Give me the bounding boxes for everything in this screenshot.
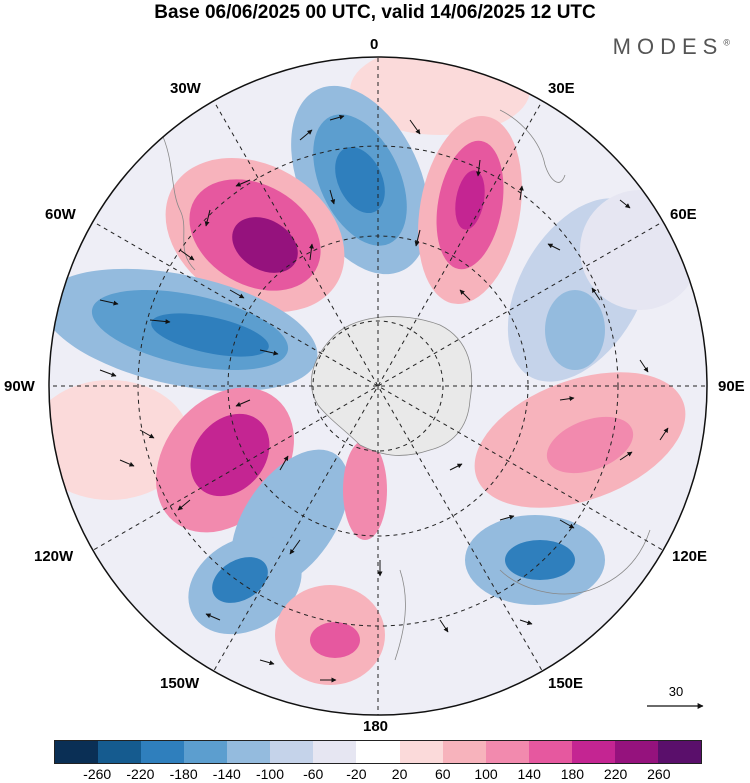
lon-label-120w: 120W bbox=[34, 548, 74, 565]
graticule bbox=[49, 57, 707, 715]
reference-vector-label: 30 bbox=[668, 684, 684, 699]
colorbar bbox=[54, 740, 702, 764]
colorbar-tick-label: -220 bbox=[126, 766, 155, 782]
colorbar-tick-label: -20 bbox=[346, 766, 367, 782]
lon-label-120e: 120E bbox=[672, 548, 708, 565]
colorbar-tick-label: -60 bbox=[303, 766, 324, 782]
colorbar-swatch bbox=[442, 741, 486, 763]
colorbar-swatch bbox=[571, 741, 615, 763]
colorbar-swatch bbox=[184, 741, 228, 763]
map-disk bbox=[49, 57, 707, 715]
colorbar-tick-label: 180 bbox=[560, 766, 585, 782]
colorbar-swatch bbox=[356, 741, 400, 763]
continent-outlines bbox=[159, 109, 651, 661]
colorbar-tick-label: -100 bbox=[255, 766, 285, 782]
brand-text: MODES bbox=[612, 34, 724, 59]
colorbar-swatch bbox=[270, 741, 314, 763]
brand-mark: ® bbox=[723, 37, 730, 48]
lon-label-150e: 150E bbox=[548, 675, 584, 692]
colorbar-tick-label: -180 bbox=[169, 766, 198, 782]
colorbar-tick-label: 260 bbox=[647, 766, 671, 782]
colorbar-tick-label: 220 bbox=[603, 766, 628, 782]
colorbar-swatch bbox=[614, 741, 658, 763]
map-boundary bbox=[48, 56, 708, 716]
colorbar-swatch bbox=[55, 741, 99, 763]
colorbar-swatch bbox=[141, 741, 185, 763]
lon-label-90e: 90E bbox=[718, 378, 745, 395]
map-title: Base 06/06/2025 00 UTC, valid 14/06/2025… bbox=[154, 2, 596, 23]
colorbar-swatch bbox=[528, 741, 572, 763]
colorbar-swatch bbox=[313, 741, 357, 763]
colorbar-tick-label: 60 bbox=[435, 766, 451, 782]
lon-label-0: 0 bbox=[370, 36, 379, 53]
lon-label-60e: 60E bbox=[670, 206, 697, 223]
lon-label-60w: 60W bbox=[45, 206, 76, 223]
colorbar-swatch bbox=[227, 741, 271, 763]
colorbar-swatch bbox=[657, 741, 701, 763]
lon-label-180: 180 bbox=[363, 718, 389, 735]
colorbar-tick-label: -140 bbox=[212, 766, 241, 782]
modes-logo: MODES® bbox=[613, 34, 730, 60]
colorbar-swatch bbox=[485, 741, 529, 763]
colorbar-tick-label: 100 bbox=[474, 766, 498, 782]
anomaly-field bbox=[49, 57, 700, 685]
lon-label-30w: 30W bbox=[170, 80, 201, 97]
colorbar-tick-label: -260 bbox=[83, 766, 112, 782]
lon-label-90w: 90W bbox=[4, 378, 35, 395]
lon-label-30e: 30E bbox=[548, 80, 575, 97]
colorbar-tick-label: 140 bbox=[517, 766, 541, 782]
colorbar-swatch bbox=[98, 741, 142, 763]
lon-label-150w: 150W bbox=[160, 675, 200, 692]
wind-vectors bbox=[99, 114, 669, 683]
colorbar-swatch bbox=[399, 741, 443, 763]
colorbar-tick-label: 20 bbox=[391, 766, 408, 782]
